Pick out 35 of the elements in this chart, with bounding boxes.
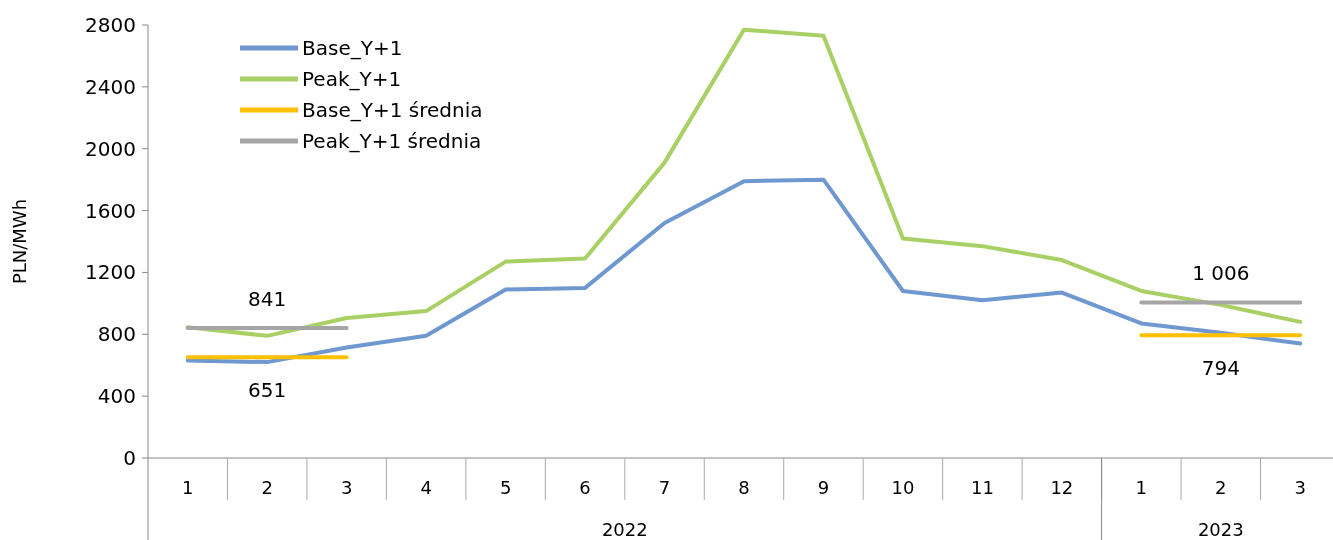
x-tick-label: 2: [261, 477, 273, 498]
y-tick-label: 2800: [85, 13, 136, 37]
y-axis-title: PLN/MWh: [9, 198, 30, 285]
data-label: 1 006: [1192, 261, 1250, 286]
x-tick-label: 12: [1050, 477, 1074, 498]
text: 2022: [601, 519, 648, 540]
legend-label: Peak_Y+1: [302, 67, 402, 91]
y-tick-label: 800: [97, 322, 136, 347]
y-tick-label: 1200: [85, 260, 136, 285]
x-tick-label: 7: [658, 477, 671, 498]
x-tick-label: 3: [1294, 477, 1306, 498]
data-label: 651: [248, 378, 287, 403]
x-tick-label: 8: [738, 477, 750, 498]
x-tick-label: 2: [1215, 477, 1227, 498]
y-tick-label: 1600: [85, 198, 136, 223]
x-tick-label: 11: [970, 477, 994, 498]
y-tick-label: 0: [123, 446, 136, 470]
x-tick-label: 1: [1135, 477, 1148, 498]
x-tick-label: 5: [499, 477, 512, 498]
x-tick-label: 10: [891, 477, 915, 498]
x-tick-label: 3: [340, 477, 353, 498]
legend-label: Peak_Y+1 średnia: [302, 129, 482, 153]
legend-label: Base_Y+1 średnia: [302, 98, 483, 122]
x-tick-label: 4: [420, 477, 432, 498]
legend-label: Base_Y+1: [302, 36, 403, 60]
data-label: 841: [248, 286, 287, 311]
text: 2023: [1197, 519, 1244, 540]
y-tick-label: 400: [97, 384, 136, 409]
x-tick-label: 6: [579, 477, 591, 498]
x-tick-label: 1: [182, 477, 194, 498]
x-tick-label: 9: [817, 477, 830, 498]
line-series: [185, 27, 1303, 338]
data-label: 794: [1201, 356, 1240, 381]
y-tick-label: 2400: [85, 74, 136, 99]
y-tick-label: 2000: [85, 136, 136, 161]
